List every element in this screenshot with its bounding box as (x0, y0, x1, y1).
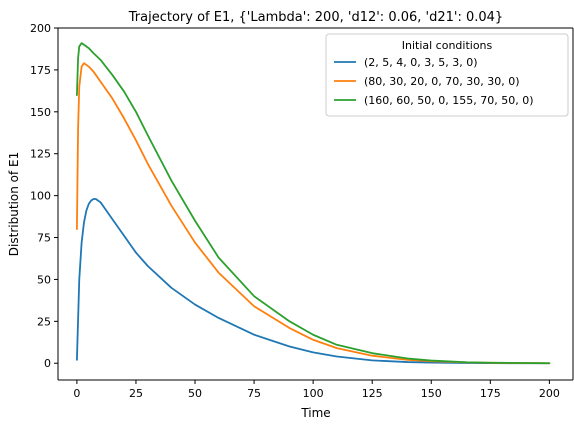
legend-box (325, 33, 569, 117)
x-tick-label: 200 (539, 387, 560, 400)
y-tick-label: 175 (30, 64, 51, 77)
x-tick-label: 175 (480, 387, 501, 400)
x-tick-label: 150 (421, 387, 442, 400)
series-line-2 (76, 62, 551, 365)
y-tick-label: 0 (44, 357, 51, 370)
y-tick-label: 100 (30, 190, 51, 203)
x-tick-label: 25 (129, 387, 143, 400)
series-line-1 (76, 198, 551, 365)
x-tick-label: 100 (303, 387, 324, 400)
series-line-3 (76, 42, 551, 365)
series-lines (76, 42, 551, 365)
y-tick-label: 75 (37, 232, 51, 245)
legend-label-3: (160, 60, 50, 0, 155, 70, 50, 0) (364, 94, 534, 107)
x-axis-label: Time (300, 406, 330, 420)
y-tick-label: 50 (37, 273, 51, 286)
y-tick-label: 150 (30, 106, 51, 119)
legend-label-2: (80, 30, 20, 0, 70, 30, 30, 0) (364, 75, 520, 88)
y-tick-label: 125 (30, 148, 51, 161)
legend-entries: (2, 5, 4, 0, 3, 5, 3, 0) (80, 30, 20, 0, … (334, 56, 534, 107)
legend-label-1: (2, 5, 4, 0, 3, 5, 3, 0) (364, 56, 478, 69)
x-axis-ticks: 0 25 50 75 100 125 150 175 200 (73, 380, 560, 400)
x-tick-label: 0 (73, 387, 80, 400)
x-tick-label: 50 (188, 387, 202, 400)
chart-title: Trajectory of E1, {'Lambda': 200, 'd12':… (128, 10, 503, 25)
x-tick-label: 125 (362, 387, 383, 400)
y-tick-label: 200 (30, 22, 51, 35)
legend: Initial conditions (2, 5, 4, 0, 3, 5, 3,… (325, 33, 569, 117)
legend-title: Initial conditions (402, 39, 493, 52)
y-axis-label: Distribution of E1 (7, 152, 21, 256)
y-axis-ticks: 0 25 50 75 100 125 150 175 200 (30, 22, 58, 370)
x-tick-label: 75 (247, 387, 261, 400)
y-tick-label: 25 (37, 315, 51, 328)
